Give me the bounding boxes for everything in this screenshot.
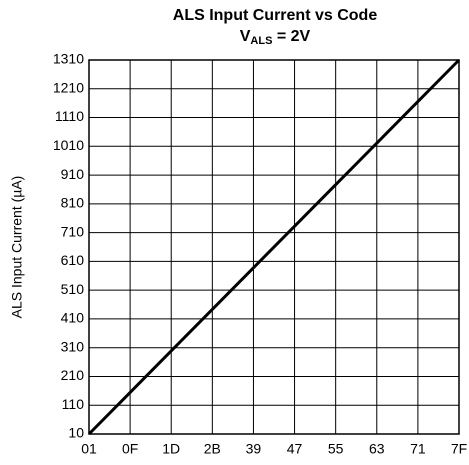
y-tick-label: 810 [61, 195, 85, 211]
y-tick-label: 1210 [53, 79, 84, 95]
chart-title: ALS Input Current vs Code [173, 7, 378, 24]
x-tick-label: 55 [328, 441, 344, 457]
plot-frame [88, 59, 460, 435]
x-tick-label: 71 [410, 441, 426, 457]
y-tick-label: 510 [61, 281, 85, 297]
y-tick-label: 210 [61, 367, 85, 383]
x-tick-label: 0F [122, 441, 138, 457]
y-axis-label: ALS Input Current (µA) [9, 176, 25, 319]
y-tick-label: 10 [68, 425, 84, 441]
chart-subtitle: VALS = 2V [240, 28, 311, 47]
x-tick-label: 01 [81, 441, 97, 457]
y-tick-label: 310 [61, 338, 85, 354]
data-line [87, 58, 461, 436]
x-tick-label: 39 [246, 441, 262, 457]
subtitle-subscript: ALS [250, 35, 272, 47]
subtitle-main: V [240, 28, 251, 45]
subtitle-rest: = 2V [272, 28, 310, 45]
x-tick-label: 7F [451, 441, 467, 457]
y-tick-label: 1110 [55, 108, 84, 124]
y-tick-label: 610 [61, 252, 85, 268]
y-tick-label: 110 [62, 396, 85, 412]
y-tick-label: 710 [61, 223, 85, 239]
x-tick-label: 47 [287, 441, 303, 457]
x-tick-label: 2B [204, 441, 221, 457]
y-tick-label: 1010 [53, 137, 84, 153]
y-tick-label: 1310 [53, 51, 84, 67]
x-tick-label: 1D [162, 441, 180, 457]
x-tick-label: 63 [369, 441, 385, 457]
y-tick-label: 910 [61, 166, 85, 182]
y-tick-label: 410 [61, 310, 85, 326]
